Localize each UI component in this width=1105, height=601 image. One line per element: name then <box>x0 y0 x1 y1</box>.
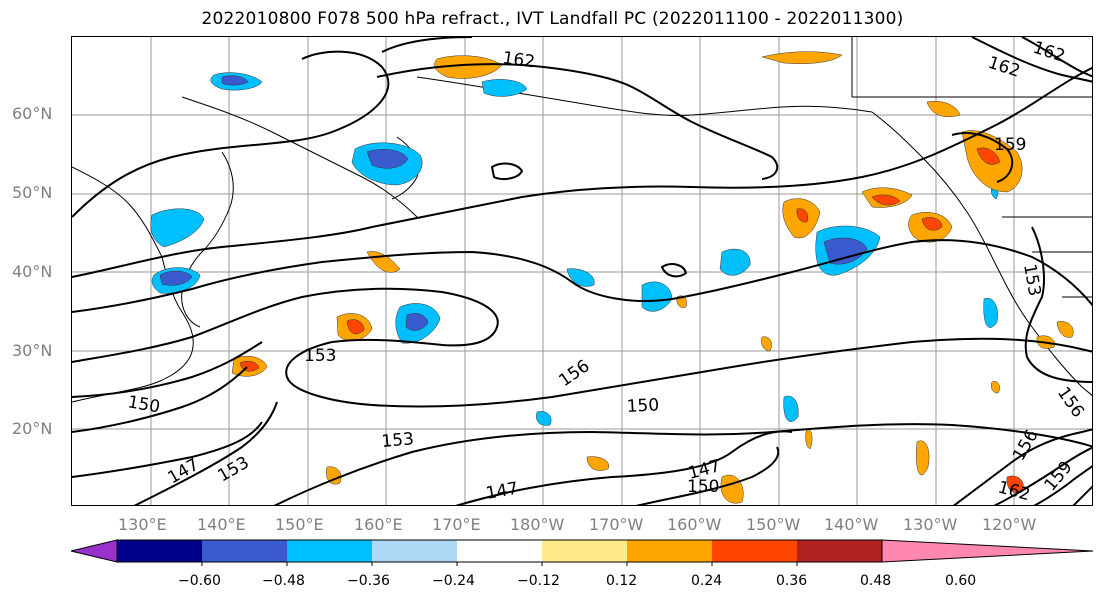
colorbar-tick: 0.12 <box>606 573 638 589</box>
colorbar-segment <box>202 540 287 562</box>
contour-label: 147 <box>484 479 519 504</box>
lat-label-20n: 20°N <box>12 419 53 438</box>
colorbar-segment <box>797 540 882 562</box>
contour-label: 162 <box>1030 38 1067 67</box>
lon-label-160w: 160°W <box>667 515 722 534</box>
graticule <box>72 37 1092 505</box>
lon-label-170w: 170°W <box>589 515 644 534</box>
colorbar-tick: 0.48 <box>860 573 892 589</box>
colorbar-tick: 0.24 <box>691 573 723 589</box>
lon-label-170e: 170°E <box>432 515 481 534</box>
lat-label-40n: 40°N <box>12 262 53 281</box>
contour-label: 162 <box>985 53 1022 82</box>
colorbar-extend-min <box>70 539 118 563</box>
contour-label: 153 <box>215 453 253 487</box>
lon-label-120w: 120°W <box>982 515 1037 534</box>
lon-label-130e: 130°E <box>118 515 167 534</box>
colorbar-segment <box>117 540 202 562</box>
map-title: 2022010800 F078 500 hPa refract., IVT La… <box>201 9 904 29</box>
colorbar-segment <box>457 540 542 562</box>
contour-label: 156 <box>1053 383 1088 421</box>
colorbar-extend-max <box>881 539 1094 563</box>
lat-label-60n: 60°N <box>12 104 53 123</box>
contour-label: 153 <box>1019 262 1044 297</box>
contour-label: 159 <box>1041 457 1077 495</box>
colorbar-border <box>116 539 883 563</box>
shaded-anomalies <box>150 51 1074 504</box>
contour-lines <box>72 37 1092 505</box>
lon-label-140w: 140°W <box>824 515 879 534</box>
map-canvas: 162 162 162 159 153 153 156 150 150 153 … <box>72 37 1092 506</box>
colorbar-tick: 0.36 <box>776 573 808 589</box>
colorbar-tick: −0.48 <box>262 573 305 589</box>
contour-label: 162 <box>996 478 1033 506</box>
map-panel: 162 162 162 159 153 153 156 150 150 153 … <box>71 36 1093 506</box>
lon-label-160e: 160°E <box>354 515 403 534</box>
colorbar-segment <box>287 540 372 562</box>
contour-label: 147 <box>165 455 203 489</box>
colorbar-segment <box>372 540 457 562</box>
colorbar-segment <box>712 540 797 562</box>
lon-label-150e: 150°E <box>275 515 324 534</box>
colorbar-tick: −0.36 <box>347 573 390 589</box>
colorbar-segments <box>70 539 1094 566</box>
colorbar-tick: 0.60 <box>945 573 977 589</box>
colorbar-tick: −0.24 <box>432 573 475 589</box>
contour-label: 156 <box>555 356 593 391</box>
colorbar-segment <box>542 540 627 562</box>
contour-label: 153 <box>304 346 336 366</box>
lon-label-150w: 150°W <box>746 515 801 534</box>
colorbar <box>70 539 1094 566</box>
lat-label-30n: 30°N <box>12 341 53 360</box>
lon-label-180w: 180°W <box>510 515 565 534</box>
colorbar-tick: −0.12 <box>517 573 560 589</box>
lat-label-50n: 50°N <box>12 183 53 202</box>
contour-label: 162 <box>501 48 536 72</box>
lon-label-130w: 130°W <box>903 515 958 534</box>
contour-label: 150 <box>626 395 659 417</box>
colorbar-tick: −0.60 <box>178 573 221 589</box>
contour-label: 159 <box>994 135 1026 155</box>
contour-label: 150 <box>126 392 161 417</box>
contour-label: 150 <box>687 477 719 497</box>
colorbar-segment <box>627 540 712 562</box>
lon-label-140e: 140°E <box>197 515 246 534</box>
contour-label: 153 <box>381 429 415 452</box>
